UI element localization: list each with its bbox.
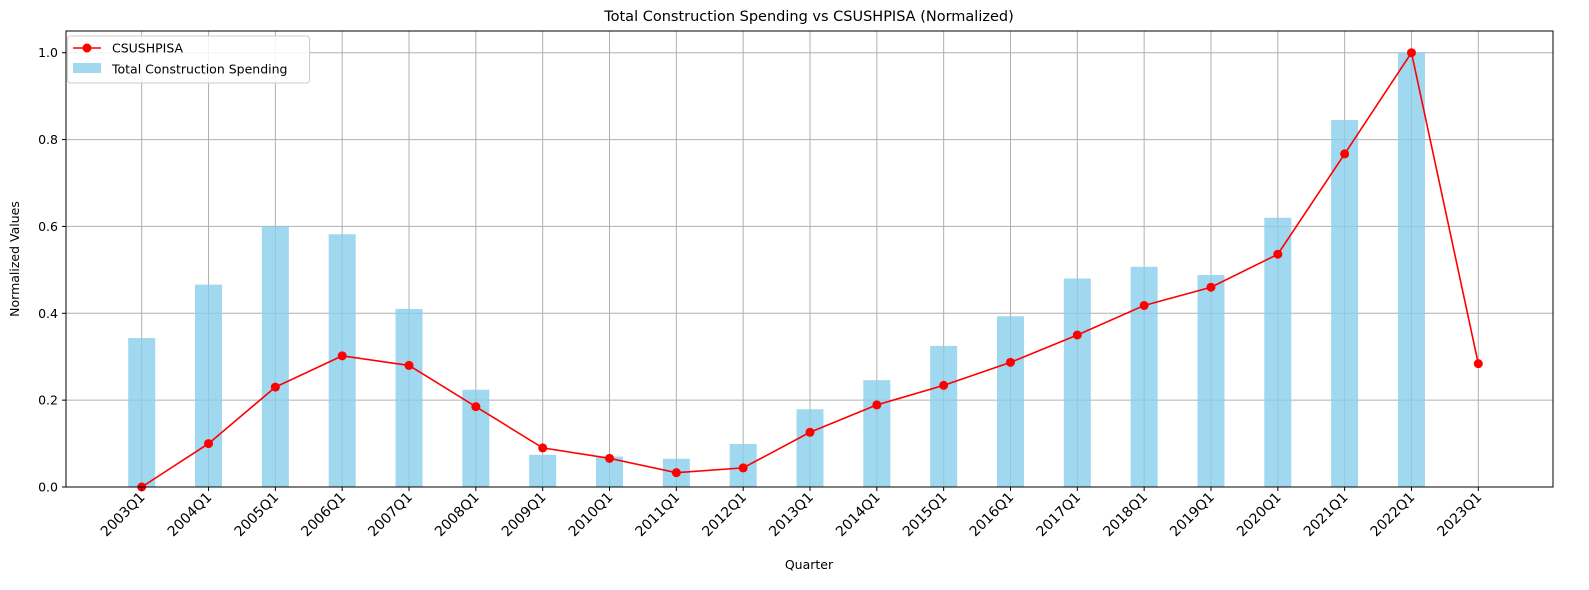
data-point <box>1206 282 1216 292</box>
bar <box>529 454 557 487</box>
bar <box>395 308 423 487</box>
legend-marker <box>82 43 92 53</box>
x-tick-label: 2018Q1 <box>1100 490 1151 541</box>
legend-label: CSUSHPISA <box>112 41 184 56</box>
data-point <box>337 351 347 361</box>
x-tick-label: 2019Q1 <box>1167 490 1218 541</box>
x-tick-label: 2007Q1 <box>365 490 416 541</box>
x-tick-label: 2011Q1 <box>633 490 684 541</box>
y-axis-label: Normalized Values <box>7 201 22 317</box>
x-tick-label: 2023Q1 <box>1435 490 1486 541</box>
data-point <box>471 402 481 412</box>
data-point <box>872 400 882 410</box>
x-tick-label: 2020Q1 <box>1234 490 1285 541</box>
legend: CSUSHPISA Total Construction Spending <box>67 35 310 84</box>
x-tick-label: 2013Q1 <box>766 490 817 541</box>
x-tick-label: 2012Q1 <box>699 490 750 541</box>
bar <box>1130 266 1158 487</box>
x-tick-label: 2015Q1 <box>900 490 951 541</box>
data-point <box>270 382 280 392</box>
data-point <box>1473 359 1483 369</box>
bar <box>261 226 289 487</box>
data-point <box>605 453 615 463</box>
data-point <box>1273 249 1283 259</box>
y-tick-label: 0.4 <box>38 306 58 321</box>
bar <box>1397 52 1425 487</box>
x-tick-label: 2005Q1 <box>232 490 283 541</box>
x-tick-label: 2009Q1 <box>499 490 550 541</box>
y-tick-label: 0.8 <box>38 132 58 147</box>
y-tick-label: 0.0 <box>38 480 58 495</box>
data-point <box>1406 48 1416 58</box>
data-point <box>204 439 214 449</box>
bar <box>1063 278 1091 487</box>
bar <box>996 316 1024 487</box>
bar <box>930 345 958 487</box>
chart-title: Total Construction Spending vs CSUSHPISA… <box>603 9 1014 25</box>
x-tick-label: 2006Q1 <box>298 490 349 541</box>
data-point <box>538 443 548 453</box>
x-tick-label: 2021Q1 <box>1301 490 1352 541</box>
data-point <box>1340 149 1350 159</box>
x-tick-label: 2016Q1 <box>967 490 1018 541</box>
bar <box>128 338 156 487</box>
bar <box>796 409 824 487</box>
bar-series <box>128 52 1425 488</box>
x-tick-label: 2022Q1 <box>1368 490 1419 541</box>
y-tick-label: 0.6 <box>38 219 58 234</box>
line-series <box>137 48 1483 492</box>
x-tick-label: 2017Q1 <box>1034 490 1085 541</box>
bar <box>1264 217 1292 487</box>
bar <box>1331 120 1359 488</box>
data-point <box>1139 300 1149 310</box>
x-axis: 2003Q1 2004Q1 2005Q1 2006Q1 2007Q1 2008Q1 2009… <box>98 487 1485 540</box>
bar <box>1197 275 1225 487</box>
data-point <box>404 360 414 370</box>
data-point <box>1072 330 1082 340</box>
x-tick-label: 2014Q1 <box>833 490 884 541</box>
x-tick-label: 2010Q1 <box>566 490 617 541</box>
y-tick-label: 0.2 <box>38 393 58 408</box>
y-tick-label: 1.0 <box>38 45 58 60</box>
data-point <box>671 468 681 478</box>
legend-bar-swatch <box>73 63 101 73</box>
x-tick-label: 2004Q1 <box>165 490 216 541</box>
bar <box>863 380 891 487</box>
x-axis-label: Quarter <box>785 557 834 572</box>
data-point <box>1005 357 1015 367</box>
data-point <box>738 463 748 473</box>
data-point <box>939 380 949 390</box>
x-tick-label: 2008Q1 <box>432 490 483 541</box>
legend-box <box>67 35 310 84</box>
y-axis: 0.0 0.2 0.4 0.6 0.8 1.0 <box>38 45 66 495</box>
data-point <box>805 427 815 437</box>
legend-label: Total Construction Spending <box>111 62 287 77</box>
x-tick-label: 2003Q1 <box>98 490 149 541</box>
bar <box>195 284 223 487</box>
